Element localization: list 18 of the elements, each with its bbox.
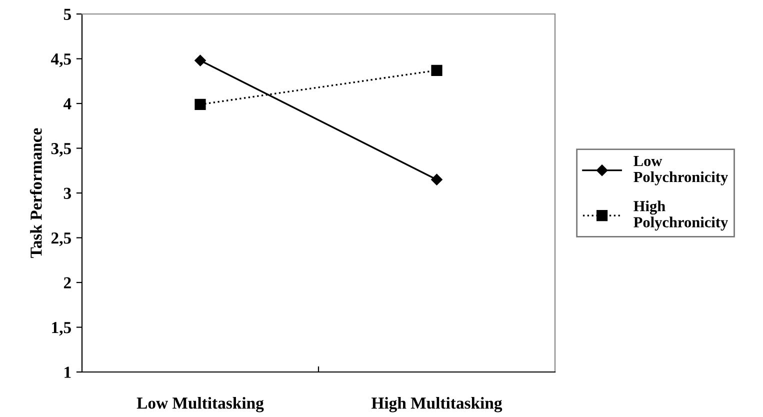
y-tick-label: 2,5: [51, 232, 71, 246]
point: [194, 98, 206, 110]
y-tick-label: 2: [64, 277, 71, 288]
legend-label: Low Polychronicity: [634, 156, 728, 186]
y-tick-label: 4,5: [50, 54, 71, 68]
y-tick-label: 3: [64, 188, 72, 199]
x-tick-label: Low Multitasking: [136, 397, 264, 412]
point: [431, 174, 442, 186]
y-tick-label: 4: [63, 98, 72, 110]
y-tick-label: 3,5: [51, 142, 71, 157]
point: [194, 54, 206, 66]
y-axis-title: Task Performance: [30, 128, 42, 258]
point: [431, 64, 442, 76]
x-tick-label: High Multitasking: [372, 397, 502, 412]
y-tick-label: 1,5: [52, 322, 71, 336]
legend-label: High Polychronicity: [634, 200, 728, 231]
y-tick-label: 1: [64, 366, 71, 378]
y-tick-label: 5: [64, 8, 71, 20]
